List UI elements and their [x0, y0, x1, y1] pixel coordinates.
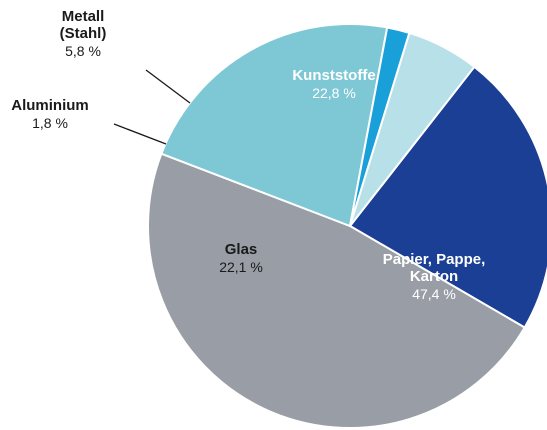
slice-value-1: 47,4 % [412, 286, 456, 302]
slice-name-4-0: Metall [62, 8, 105, 25]
slice-name-4-1: (Stahl) [60, 25, 107, 42]
pie-slice-1 [147, 152, 526, 429]
slice-value-3: 1,8 % [32, 115, 68, 131]
pie-slices [147, 23, 547, 429]
slice-value-4: 5,8 % [65, 43, 101, 59]
slice-label-2: Glas 22,1 % [219, 241, 263, 275]
slice-value-2: 22,1 % [219, 259, 263, 275]
slice-name-1-1: Karton [410, 268, 458, 285]
slice-labels: Kunststoffe 22,8 % Papier, Pappe, Karton 47,… [11, 8, 485, 302]
pie-slice-2 [160, 23, 389, 227]
slice-label-4: Metall (Stahl) 5,8 % [60, 8, 107, 59]
leader-lines [113, 69, 191, 145]
slice-value-0: 22,8 % [312, 85, 356, 101]
pie-slice-4 [349, 31, 476, 227]
slice-name-3-0: Aluminium [11, 97, 89, 114]
slice-label-0: Kunststoffe 22,8 % [292, 67, 375, 101]
slice-label-3: Aluminium 1,8 % [11, 97, 89, 131]
pie-slice-0 [349, 65, 547, 329]
slice-name-0-0: Kunststoffe [292, 67, 375, 84]
leader-line-4 [145, 69, 191, 104]
slice-name-2-0: Glas [225, 241, 258, 258]
slice-name-1-0: Papier, Pappe, [383, 251, 486, 268]
leader-line-3 [113, 123, 167, 145]
slice-label-1: Papier, Pappe, Karton 47,4 % [383, 251, 486, 302]
